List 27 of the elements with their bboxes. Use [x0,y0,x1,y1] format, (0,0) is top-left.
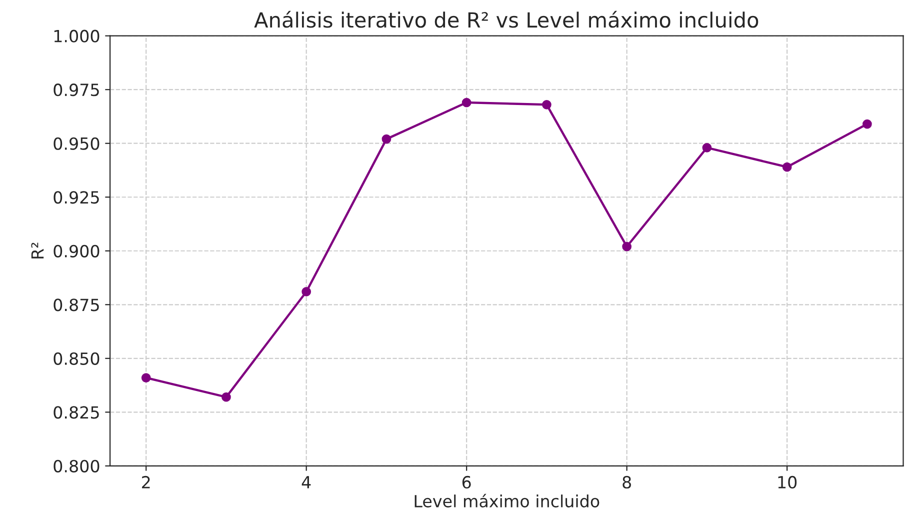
point [702,142,712,152]
point [302,287,312,296]
point [862,119,872,129]
x-tick-label: 4 [302,476,311,488]
chart-title: Análisis iterativo de R² vs Level máximo incluido [254,10,758,28]
y-tick-label: 0.900 [54,244,100,258]
y-tick-label: 0.875 [54,298,99,312]
point [382,134,392,144]
x-tick-label: 2 [142,476,150,488]
point [782,162,792,172]
point [542,100,552,110]
x-axis-title: Level máximo incluido [414,494,600,508]
y-tick-label: 0.950 [54,137,100,150]
y-tick-label: 0.925 [54,191,99,204]
y-axis-title: R² [31,242,44,258]
y-tick-label: 0.850 [54,352,100,365]
y-tick-label: 0.975 [54,84,99,96]
point [141,373,151,382]
point [622,242,632,252]
x-tick-label: 6 [462,476,471,489]
x-tick-label: 8 [622,476,631,489]
y-tick-label: 1.000 [54,30,100,42]
point [462,98,472,108]
point [222,392,231,402]
x-tick-label: 10 [778,476,797,489]
y-tick-label: 0.800 [54,460,100,472]
y-tick-label: 0.825 [54,406,99,419]
